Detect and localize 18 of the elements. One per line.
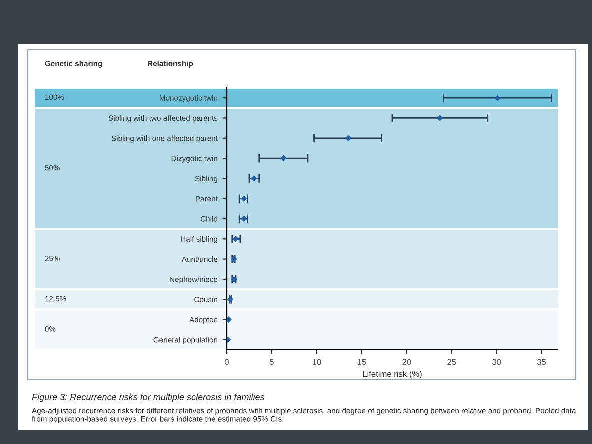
x-tick-label: 10 — [312, 359, 322, 366]
x-tick-label: 15 — [358, 359, 366, 366]
x-tick-label: 0 — [225, 359, 229, 366]
point — [231, 256, 238, 262]
point — [227, 296, 234, 303]
x-tick-label: 35 — [537, 359, 546, 366]
point — [227, 316, 232, 323]
x-tick-label: 5 — [270, 359, 274, 366]
point — [345, 135, 352, 142]
x-tick-label: 30 — [492, 359, 502, 366]
x-tick-label: 20 — [402, 359, 412, 366]
point — [437, 115, 444, 122]
point — [280, 155, 287, 162]
x-axis-title: Lifetime risk (%) — [363, 370, 422, 379]
text: Figure 3: Recurrence risks for multiple sclerosis in families — [32, 394, 265, 402]
point — [494, 94, 501, 102]
point — [250, 176, 258, 182]
x-tick-label: 25 — [448, 359, 456, 366]
